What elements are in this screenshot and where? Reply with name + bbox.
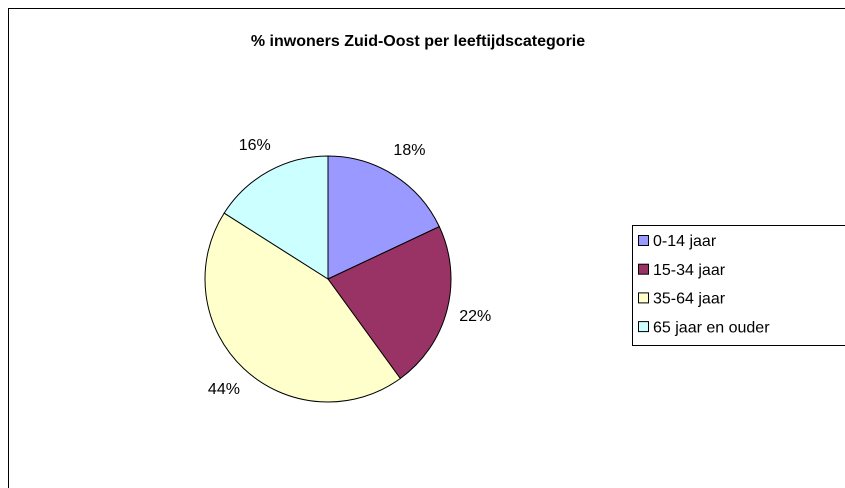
legend-swatch bbox=[638, 321, 649, 333]
pie-slice bbox=[327, 155, 440, 280]
legend-swatch bbox=[638, 235, 649, 246]
legend-label: 65 jaar en ouder bbox=[653, 319, 770, 336]
data-label: 18% bbox=[393, 142, 425, 159]
data-label: 16% bbox=[239, 137, 271, 154]
pie-slice bbox=[327, 225, 452, 380]
data-label: 22% bbox=[459, 308, 491, 325]
legend-swatch bbox=[638, 263, 649, 275]
chart-title: % inwoners Zuid-Oost per leeftijdscatego… bbox=[251, 33, 585, 50]
legend-label: 15-34 jaar bbox=[653, 262, 726, 279]
legend-label: 35-64 jaar bbox=[653, 291, 726, 308]
legend-label: 0-14 jaar bbox=[653, 233, 717, 250]
data-label: 44% bbox=[208, 381, 240, 398]
legend-swatch bbox=[638, 292, 649, 304]
legend-box bbox=[632, 225, 845, 346]
pie-slice bbox=[204, 212, 401, 403]
pie-slice bbox=[223, 155, 329, 280]
